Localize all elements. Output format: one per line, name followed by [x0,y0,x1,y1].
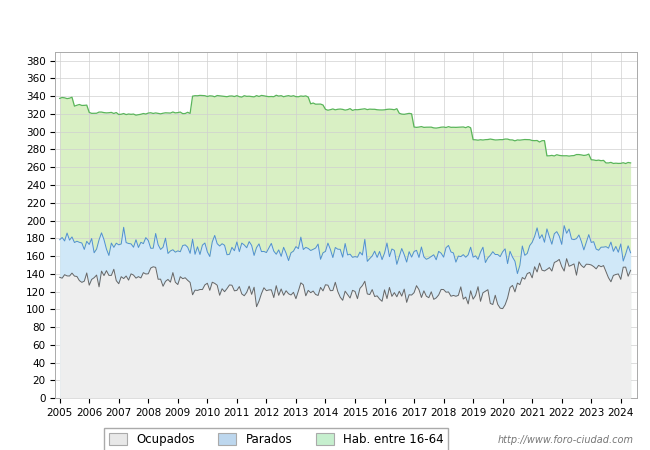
Legend: Ocupados, Parados, Hab. entre 16-64: Ocupados, Parados, Hab. entre 16-64 [104,428,448,450]
Text: Jaraicejo - Evolucion de la poblacion en edad de Trabajar Mayo de 2024: Jaraicejo - Evolucion de la poblacion en… [101,17,549,30]
Text: http://www.foro-ciudad.com: http://www.foro-ciudad.com [498,435,634,445]
